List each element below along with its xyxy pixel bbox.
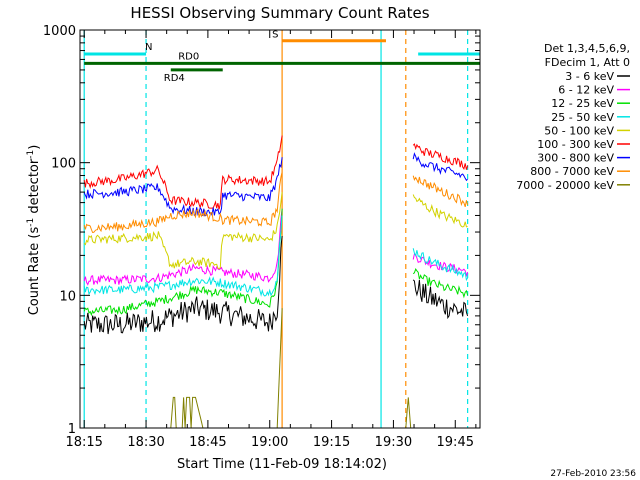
series-6-12-kev-line-0	[83, 208, 283, 286]
series-100-300-kev-line-0	[83, 135, 283, 210]
series-7000-20000-kev-line-2	[405, 397, 412, 429]
series-25-50-kev-line-0	[83, 215, 283, 297]
series-800-7000-kev-line-1	[412, 175, 469, 208]
y-tick-label-0: 1	[68, 422, 76, 437]
series-50-100-kev-line-1	[412, 194, 468, 228]
series-25-50-kev-line-1	[412, 248, 469, 282]
timestamp: 27-Feb-2010 23:56	[550, 469, 636, 479]
series-7000-20000-kev-line-1	[276, 308, 283, 429]
flag-rd4-label: RD4	[164, 73, 185, 84]
x-axis-label: Start Time (11-Feb-09 18:14:02)	[177, 457, 387, 472]
axes: 18:15 18:30 18:45 19:00 19:15 19:30 19:45 1 10 10…	[43, 24, 480, 450]
series-6-12-kev-line-1	[412, 253, 469, 278]
legend-label-6: 300 - 800 keV	[537, 152, 614, 165]
series-50-100-kev-line-0	[83, 192, 283, 270]
x-tick-label-5: 19:30	[375, 435, 412, 450]
x-tick-label-2: 18:45	[189, 435, 226, 450]
flag-s-label: S	[272, 30, 278, 41]
legend-label-5: 100 - 300 keV	[537, 138, 614, 151]
legend-label-0: 3 - 6 keV	[565, 70, 614, 83]
series-100-300-kev-line-1	[412, 143, 469, 170]
y-tick-label-3: 1000	[43, 24, 76, 39]
y-axis-label-sup2: -1	[26, 150, 36, 159]
y-axis-label-sup1: -1	[26, 218, 36, 227]
legend-label-3: 25 - 50 keV	[551, 111, 614, 124]
chart-title: HESSI Observing Summary Count Rates	[130, 4, 429, 22]
y-tick-label-2: 100	[51, 157, 76, 172]
legend-label-2: 12 - 25 keV	[551, 97, 614, 110]
flag-rd0-label: RD0	[178, 51, 199, 62]
x-tick-label-4: 19:15	[313, 435, 350, 450]
x-tick-label-6: 19:45	[437, 435, 474, 450]
flag-n-label: N	[145, 42, 152, 53]
legend: Det 1,3,4,5,6,9,FDecim 1, Att 03 - 6 keV…	[516, 42, 630, 192]
x-tick-label-3: 19:00	[251, 435, 288, 450]
y-tick-label-1: 10	[59, 289, 76, 304]
legend-label-7: 800 - 7000 keV	[530, 165, 614, 178]
x-tick-label-1: 18:30	[127, 435, 164, 450]
legend-label-8: 7000 - 20000 keV	[516, 179, 614, 192]
series-300-800-kev-line-0	[83, 157, 283, 217]
legend-header-1: FDecim 1, Att 0	[545, 56, 630, 69]
series-7000-20000-kev-line-0	[170, 396, 204, 429]
legend-label-4: 50 - 100 keV	[544, 124, 614, 137]
series-12-25-kev-line-0	[83, 208, 283, 317]
plot-frame	[79, 29, 481, 429]
y-axis-label: Count Rate (s-1 detector-1)	[26, 145, 42, 316]
legend-label-1: 6 - 12 keV	[558, 84, 614, 97]
legend-header-0: Det 1,3,4,5,6,9,	[544, 42, 630, 55]
plot-area: N S RD0 RD4	[83, 30, 480, 429]
x-tick-label-0: 18:15	[65, 435, 102, 450]
series-300-800-kev-line-1	[412, 152, 468, 182]
y-axis-label-main: Count Rate (s	[27, 227, 42, 316]
series-3-6-kev-line-1	[412, 279, 469, 320]
series-3-6-kev-line-0	[83, 235, 283, 335]
y-axis-label-mid: detector	[27, 158, 42, 218]
y-axis-label-end: )	[27, 145, 42, 150]
series-800-7000-kev-line-0	[83, 171, 283, 234]
series-12-25-kev-line-1	[412, 268, 469, 299]
